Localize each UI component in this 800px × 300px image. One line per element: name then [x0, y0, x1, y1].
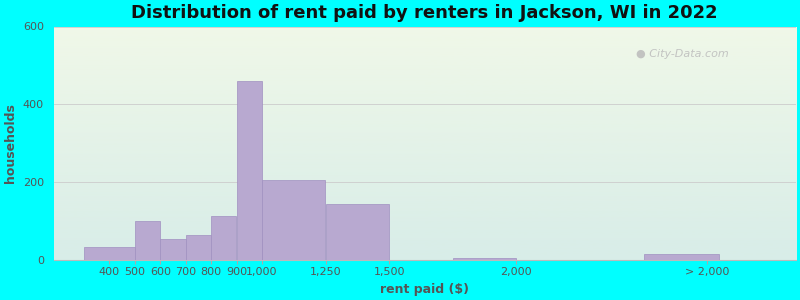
Bar	[326, 204, 389, 260]
Bar	[211, 215, 237, 260]
Text: ● City-Data.com: ● City-Data.com	[636, 49, 729, 59]
Bar	[262, 239, 287, 260]
Bar	[453, 258, 516, 260]
Bar	[644, 254, 719, 260]
X-axis label: rent paid ($): rent paid ($)	[380, 283, 470, 296]
Bar	[84, 247, 134, 260]
Bar	[186, 235, 211, 260]
Bar	[237, 81, 262, 260]
Bar	[161, 239, 186, 260]
Y-axis label: households: households	[4, 103, 17, 183]
Title: Distribution of rent paid by renters in Jackson, WI in 2022: Distribution of rent paid by renters in …	[131, 4, 718, 22]
Bar	[135, 221, 160, 260]
Bar	[262, 180, 326, 260]
